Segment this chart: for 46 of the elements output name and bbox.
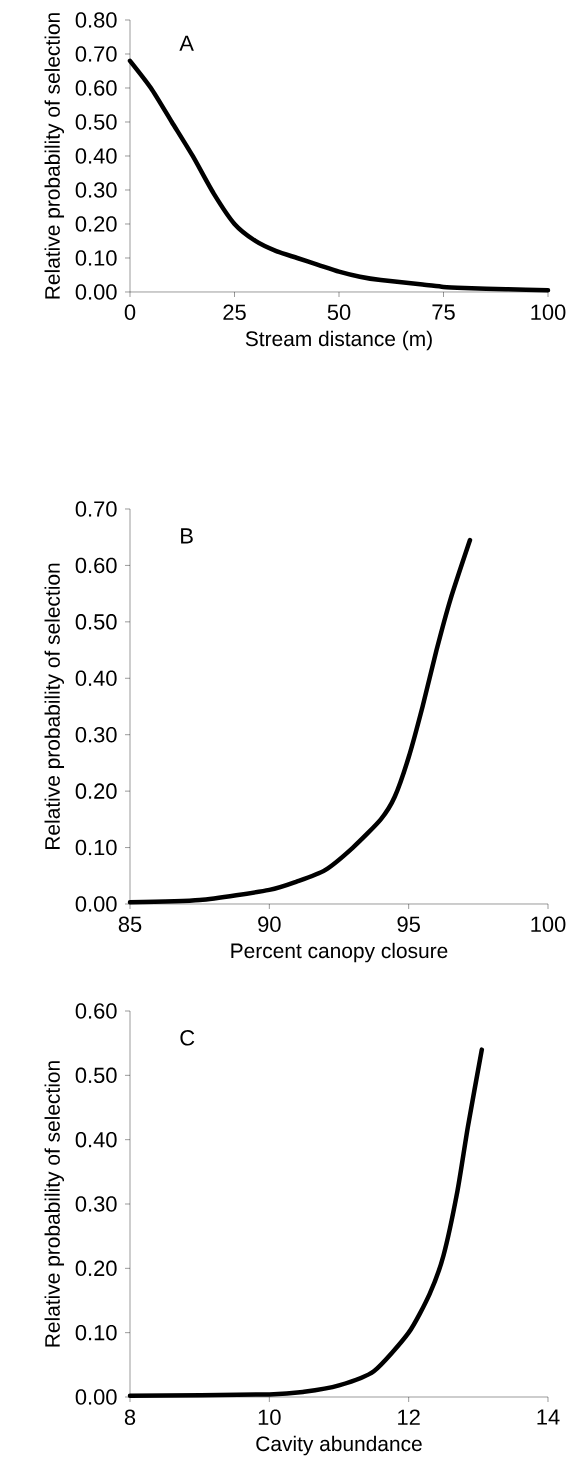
x-tick-label: 25 (223, 304, 246, 321)
annotation: A (179, 35, 194, 51)
y-tick-label: 0.40 (75, 148, 117, 164)
y-tick-label: 0.20 (75, 216, 117, 232)
x-tick-label: 8 (124, 1409, 136, 1426)
y-tick-label: 0.00 (75, 284, 117, 300)
y-axis-title: Relative probability of selection (44, 1061, 65, 1347)
y-tick-label: 0.40 (75, 1131, 117, 1148)
y-tick-label: 0.70 (75, 501, 117, 517)
y-tick-label: 0.00 (75, 1389, 117, 1405)
y-tick-label: 0.70 (75, 46, 117, 62)
x-tick-label: 12 (398, 1409, 420, 1425)
y-tick-label: 0.80 (75, 12, 117, 28)
x-axis-title: Cavity abundance (256, 1435, 422, 1456)
y-tick-label: 0.60 (75, 80, 117, 96)
y-tick-label: 0.30 (75, 182, 117, 198)
y-tick-label: 0.30 (75, 726, 117, 743)
x-tick-label: 75 (432, 304, 455, 320)
x-axis-title: Stream distance (m) (245, 330, 432, 351)
y-tick-label: 0.60 (75, 1003, 117, 1019)
y-tick-label: 0.50 (75, 1067, 117, 1084)
y-axis-title: Relative probability of selection (44, 13, 65, 299)
y-tick-label: 0.20 (75, 783, 117, 799)
x-tick-label: 100 (531, 916, 566, 933)
y-tick-label: 0.20 (75, 1260, 117, 1277)
x-tick-label: 100 (531, 304, 566, 321)
y-tick-label: 0.10 (75, 1324, 117, 1341)
x-tick-label: 50 (327, 304, 351, 321)
x-tick-label: 85 (118, 916, 142, 933)
y-tick-label: 0.10 (75, 839, 117, 856)
y-tick-label: 0.00 (75, 896, 117, 912)
y-tick-label: 0.30 (75, 1196, 117, 1212)
x-tick-label: 0 (124, 304, 136, 321)
y-tick-label: 0.10 (75, 250, 117, 266)
y-axis-title: Relative probability of selection (44, 563, 65, 849)
y-tick-label: 0.50 (75, 614, 117, 630)
y-tick-label: 0.50 (75, 114, 117, 130)
y-tick-label: 0.60 (75, 557, 117, 574)
annotation: B (181, 528, 193, 544)
x-axis-title: Percent canopy closure (231, 942, 448, 963)
x-tick-label: 95 (397, 916, 420, 933)
y-tick-label: 0.40 (75, 670, 117, 687)
annotation: C (180, 1030, 195, 1046)
x-tick-label: 90 (258, 916, 281, 933)
x-tick-label: 10 (258, 1409, 281, 1426)
x-tick-label: 14 (537, 1409, 560, 1425)
